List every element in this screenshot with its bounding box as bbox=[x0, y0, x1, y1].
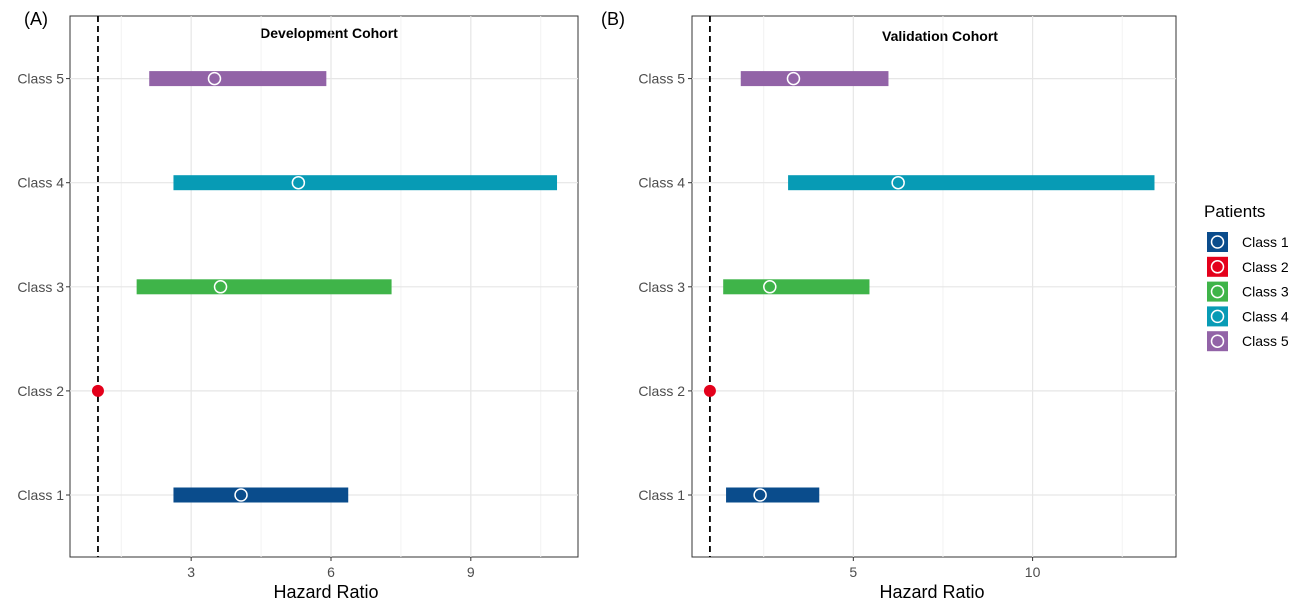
y-tick-label: Class 2 bbox=[638, 383, 685, 399]
legend-key-icon bbox=[1210, 260, 1225, 274]
hr-point-class-3 bbox=[213, 280, 228, 294]
y-tick-label: Class 5 bbox=[638, 71, 685, 87]
legend-label: Class 2 bbox=[1242, 259, 1289, 275]
ci-bar-class-4 bbox=[173, 175, 558, 191]
legend-key-icon bbox=[1210, 309, 1225, 324]
y-tick-label: Class 3 bbox=[17, 279, 64, 295]
legend-item: Class 3 bbox=[1207, 281, 1289, 302]
reference-point-class-2 bbox=[703, 384, 716, 397]
y-tick-label: Class 5 bbox=[17, 71, 64, 87]
x-axis-title: Hazard Ratio bbox=[273, 582, 378, 602]
y-tick-label: Class 3 bbox=[638, 279, 685, 295]
ci-bar-class-1 bbox=[173, 487, 349, 503]
ci-bar-class-1 bbox=[726, 487, 820, 503]
legend-key bbox=[1207, 256, 1228, 277]
ci-bar-class-5 bbox=[149, 71, 327, 87]
x-tick-label: 10 bbox=[1025, 564, 1041, 580]
ci-bar-class-5 bbox=[740, 71, 889, 87]
ci-bar-class-3 bbox=[723, 279, 870, 295]
x-tick-label: 9 bbox=[467, 564, 475, 580]
panel-title: Validation Cohort bbox=[882, 28, 998, 44]
hr-point-class-4 bbox=[891, 175, 905, 190]
legend-key bbox=[1207, 281, 1228, 302]
legend-key bbox=[1207, 306, 1228, 327]
legend-label: Class 4 bbox=[1242, 308, 1289, 324]
ci-bar-class-3 bbox=[136, 279, 392, 295]
panel-tag-a: (A) bbox=[24, 9, 48, 29]
panel-development-cohort: (A) Development Cohort Hazard Ratio 3 6 9 C… bbox=[17, 9, 579, 602]
hr-point-class-5 bbox=[786, 71, 801, 86]
panel-tag-b: (B) bbox=[601, 9, 625, 29]
x-tick-label: 3 bbox=[187, 564, 195, 580]
legend-key-icon bbox=[1210, 334, 1225, 348]
panel-validation-cohort: (B) Validation Cohort Hazard Ratio 5 10 Cl… bbox=[601, 9, 1177, 602]
y-tick-label: Class 1 bbox=[17, 487, 64, 503]
hr-point-class-3 bbox=[763, 280, 777, 294]
y-tick-label: Class 4 bbox=[17, 175, 64, 191]
hr-point-class-1 bbox=[753, 488, 767, 502]
legend-key bbox=[1207, 232, 1228, 252]
legend-label: Class 3 bbox=[1242, 284, 1289, 300]
hr-point-class-4 bbox=[291, 175, 306, 190]
y-tick-label: Class 2 bbox=[17, 383, 64, 399]
legend-label: Class 5 bbox=[1242, 333, 1289, 349]
hr-point-class-1 bbox=[234, 488, 248, 502]
x-axis-title: Hazard Ratio bbox=[879, 582, 984, 602]
y-tick-label: Class 1 bbox=[638, 487, 685, 503]
legend-item: Class 5 bbox=[1207, 331, 1289, 352]
legend-item: Class 4 bbox=[1207, 306, 1289, 327]
legend-key-icon bbox=[1210, 284, 1225, 299]
legend: Patients Class 1 Class 2 Class 3 Class 4 Cla… bbox=[1204, 202, 1289, 352]
hr-point-class-5 bbox=[207, 71, 222, 86]
x-tick-label: 5 bbox=[849, 564, 857, 580]
legend-item: Class 1 bbox=[1207, 232, 1289, 252]
legend-key-icon bbox=[1210, 235, 1225, 249]
legend-key bbox=[1207, 331, 1228, 352]
ci-bar-class-4 bbox=[788, 175, 1155, 191]
y-tick-label: Class 4 bbox=[638, 175, 685, 191]
legend-label: Class 1 bbox=[1242, 234, 1289, 250]
legend-item: Class 2 bbox=[1207, 256, 1289, 277]
x-tick-label: 6 bbox=[327, 564, 335, 580]
reference-point-class-2 bbox=[91, 384, 104, 397]
panel-title: Development Cohort bbox=[260, 25, 398, 41]
legend-title: Patients bbox=[1204, 202, 1265, 221]
